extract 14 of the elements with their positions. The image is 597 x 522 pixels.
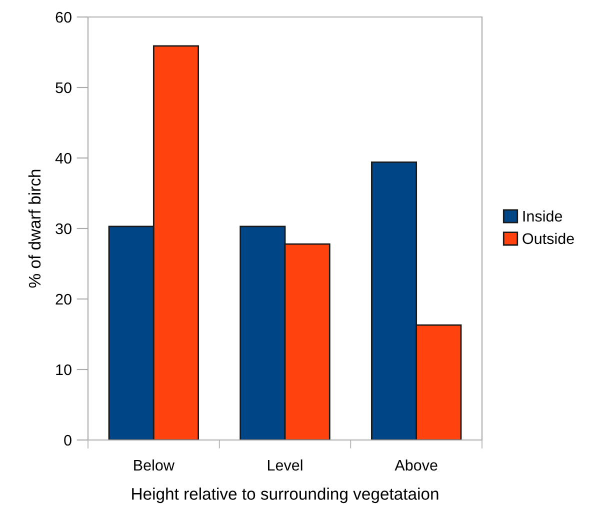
y-tick-label: 50	[56, 82, 72, 94]
x-tick-label: Below	[134, 459, 175, 471]
x-axis-title: Height relative to surrounding vegetataion	[132, 488, 438, 504]
legend-label: Inside	[523, 210, 562, 222]
y-tick-label: 40	[55, 152, 72, 164]
legend-label: Outside	[522, 232, 574, 244]
x-tick-label: Above	[394, 459, 438, 471]
y-tick-label: 30	[56, 223, 72, 234]
y-tick-label: 20	[56, 294, 72, 305]
y-tick-label: 10	[56, 364, 72, 376]
x-tick-label: Level	[268, 459, 302, 471]
y-tick-label: 0	[64, 434, 72, 446]
y-axis-title: % of dwarf birch	[28, 170, 41, 288]
y-tick-label: 60	[56, 12, 72, 23]
